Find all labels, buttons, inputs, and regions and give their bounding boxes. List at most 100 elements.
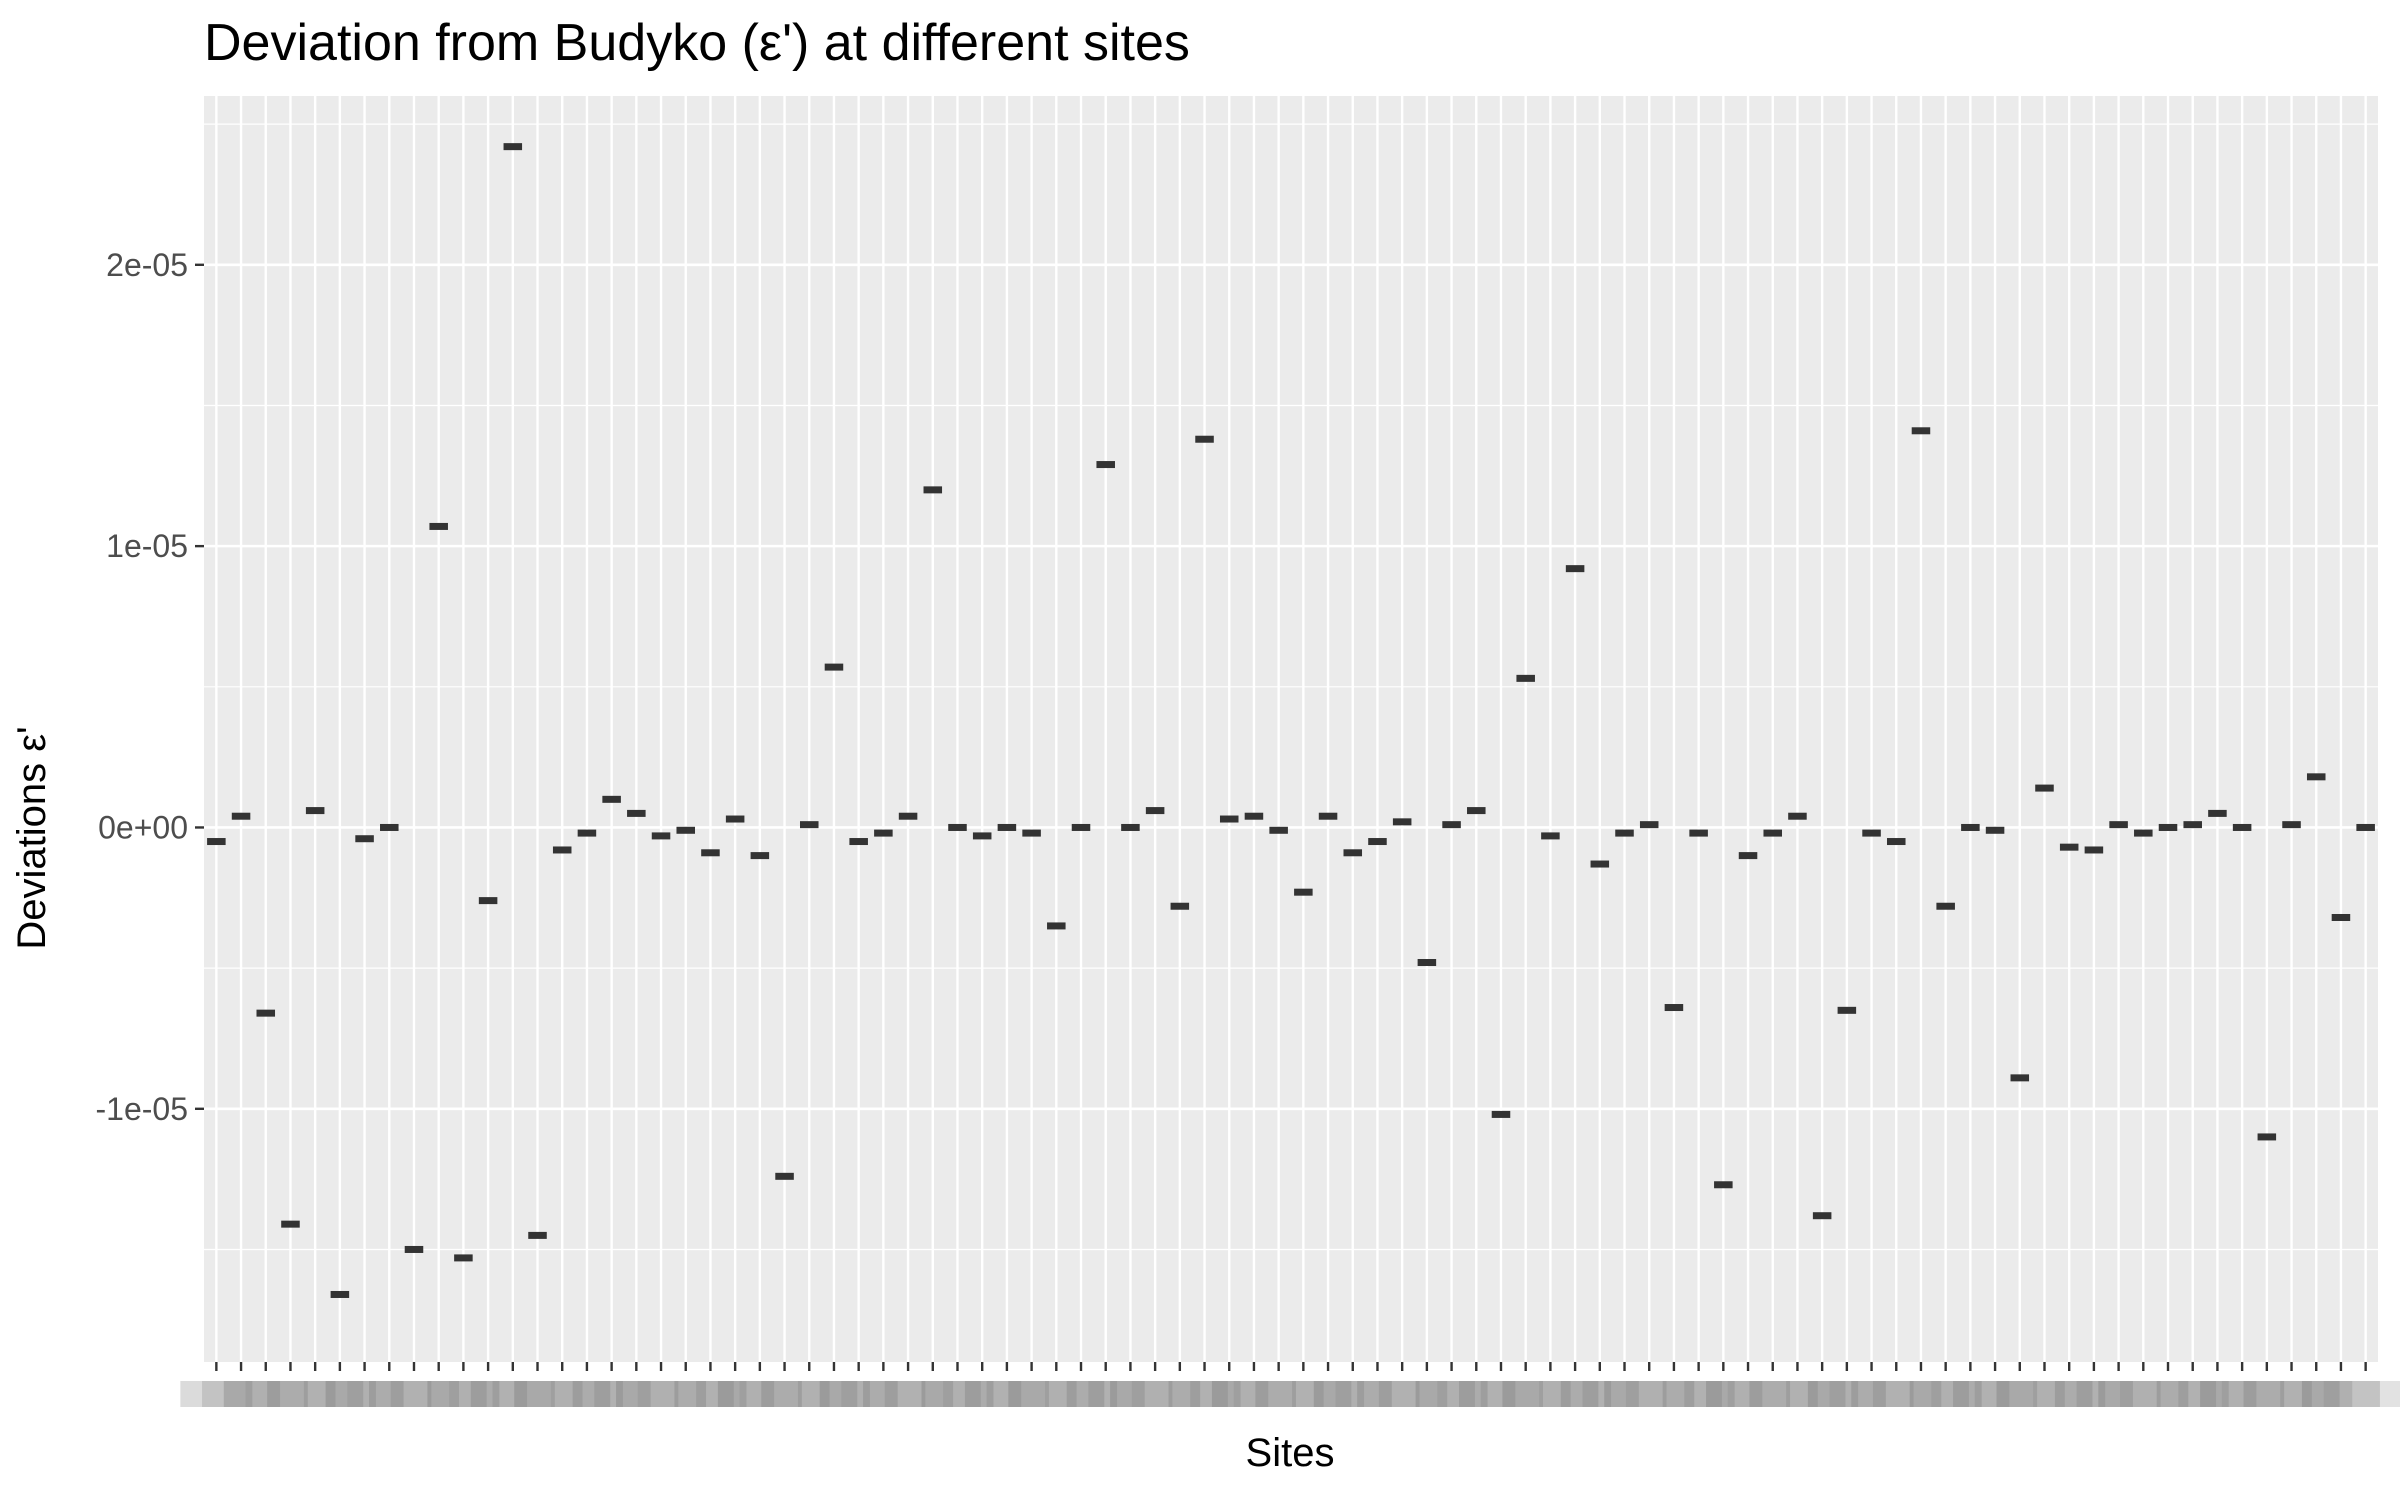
x-tick-label-ink	[267, 1381, 364, 1407]
box-mark	[1541, 832, 1560, 840]
box-mark	[1565, 565, 1585, 573]
box-mark	[1442, 821, 1461, 829]
x-tick-label-ink	[1480, 1381, 1571, 1407]
x-tick-label-ink	[1211, 1381, 1296, 1407]
y-tick-label: 1e-05	[106, 528, 188, 564]
box-mark	[2183, 821, 2202, 829]
box-mark	[404, 1245, 424, 1253]
x-tick-label-ink	[470, 1381, 555, 1407]
x-tick-label-ink	[180, 1381, 253, 1407]
box-mark	[1467, 807, 1486, 815]
box-mark	[1294, 888, 1313, 896]
x-tick-label-ink	[2280, 1381, 2353, 1407]
box-mark	[676, 826, 696, 834]
y-tick-label: 2e-05	[106, 247, 188, 283]
x-tick-label-ink	[921, 1381, 994, 1407]
box-mark	[1170, 902, 1190, 910]
x-tick-label-ink	[2076, 1381, 2161, 1407]
box-mark	[577, 829, 597, 837]
x-tick-label-ink	[1953, 1381, 2038, 1407]
x-tick-label-ink	[427, 1381, 500, 1407]
x-tick-label-ink	[1168, 1381, 1241, 1407]
box-mark	[923, 486, 943, 494]
x-tick-label-ink	[2323, 1381, 2400, 1407]
x-tick-label-ink	[1539, 1381, 1612, 1407]
box-mark	[1788, 812, 1807, 820]
box-mark	[2109, 821, 2128, 829]
box-mark	[1145, 807, 1165, 815]
x-tick-label-ink	[1458, 1381, 1543, 1407]
box-mark	[2306, 773, 2326, 781]
x-tick-label-ink	[1335, 1381, 1420, 1407]
x-tick-label-ink	[1008, 1381, 1105, 1407]
box-mark	[1071, 823, 1091, 831]
x-tick-label-ink	[1909, 1381, 1982, 1407]
x-tick-label-ink	[202, 1381, 281, 1407]
x-tick-label-ink	[1807, 1381, 1886, 1407]
box-mark	[898, 812, 918, 820]
x-tick-label-ink	[1233, 1381, 1324, 1407]
box-mark	[454, 1254, 473, 1262]
box-mark	[1318, 812, 1338, 820]
x-tick-label-ink	[1045, 1381, 1118, 1407]
box-mark	[1961, 823, 1980, 831]
x-tick-label-ink	[717, 1381, 802, 1407]
x-tick-label-ink	[2054, 1381, 2133, 1407]
x-tick-label-ink	[223, 1381, 308, 1407]
x-tick-label-ink	[1604, 1381, 1695, 1407]
box-mark	[1417, 959, 1437, 967]
x-tick-label-ink	[2221, 1381, 2312, 1407]
x-tick-label-ink	[1931, 1381, 2010, 1407]
x-tick-label-ink	[884, 1381, 981, 1407]
x-tick-label-ink	[1190, 1381, 1269, 1407]
box-mark	[2035, 784, 2054, 792]
x-tick-label-ink	[390, 1381, 487, 1407]
x-tick-label-ink	[550, 1381, 623, 1407]
x-tick-label-ink	[696, 1381, 775, 1407]
x-tick-label-ink	[1625, 1381, 1722, 1407]
box-mark	[528, 1231, 547, 1239]
box-mark	[701, 849, 720, 857]
x-tick-label-ink	[492, 1381, 583, 1407]
x-tick-label-ink	[303, 1381, 376, 1407]
x-tick-label-ink	[637, 1381, 734, 1407]
x-tick-label-ink	[863, 1381, 954, 1407]
box-mark	[1738, 852, 1758, 860]
x-tick-label-ink	[2156, 1381, 2229, 1407]
box-mark	[2084, 846, 2104, 854]
box-mark	[2208, 809, 2227, 817]
x-tick-label-ink	[1582, 1381, 1667, 1407]
box-mark	[627, 809, 646, 817]
x-tick-label-ink	[368, 1381, 459, 1407]
x-tick-label-ink	[761, 1381, 858, 1407]
x-tick-label-ink	[347, 1381, 432, 1407]
x-tick-label-ink	[1110, 1381, 1201, 1407]
box-mark	[1985, 826, 2005, 834]
box-mark	[1368, 838, 1387, 846]
x-tick-label-ink	[2243, 1381, 2340, 1407]
box-mark	[1392, 818, 1412, 826]
x-tick-label-ink	[1292, 1381, 1365, 1407]
box-mark	[231, 812, 251, 820]
data-marks	[207, 143, 2375, 1298]
x-tick-label-ink	[1255, 1381, 1352, 1407]
x-tick-label-ink	[674, 1381, 747, 1407]
box-mark	[503, 143, 523, 151]
box-mark	[1047, 922, 1066, 930]
x-tick-label-ink	[1706, 1381, 1791, 1407]
box-mark	[256, 1009, 276, 1017]
x-tick-label-ink	[1996, 1381, 2093, 1407]
box-mark	[1812, 1212, 1832, 1220]
box-mark	[1022, 829, 1041, 837]
box-mark	[1244, 812, 1264, 820]
x-tick-label-ink	[449, 1381, 528, 1407]
box-mark	[2134, 829, 2153, 837]
x-tick-label-ink	[1974, 1381, 2065, 1407]
panel-background	[204, 96, 2378, 1362]
box-mark	[1096, 461, 1115, 469]
x-tick-label-ink	[1437, 1381, 1516, 1407]
plot-panel	[204, 96, 2378, 1362]
grid-lines	[204, 96, 2378, 1362]
x-tick-label-ink	[1131, 1381, 1228, 1407]
